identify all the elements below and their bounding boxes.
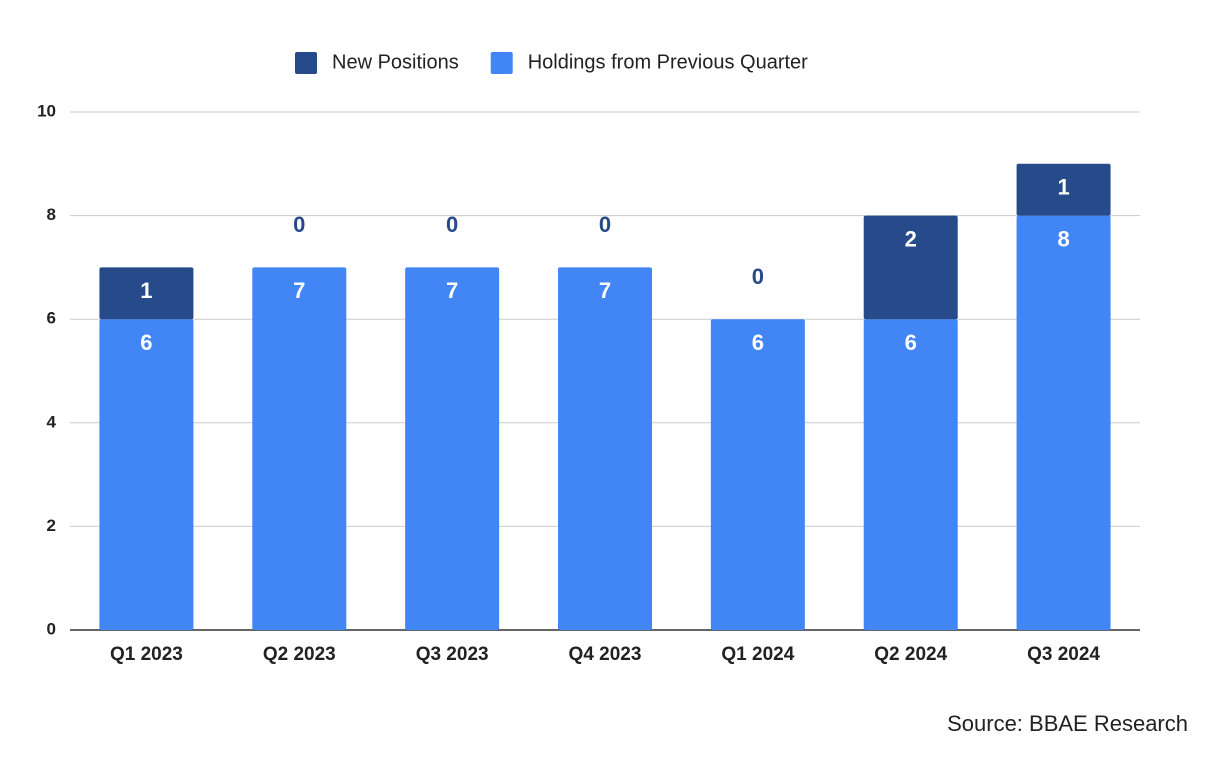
x-tick-label: Q2 2024 xyxy=(874,644,947,665)
data-label: 7 xyxy=(599,278,611,303)
legend-label: New Positions xyxy=(332,51,459,73)
legend-swatch xyxy=(490,52,513,74)
bar-segment xyxy=(99,267,194,320)
data-label: 1 xyxy=(140,278,152,303)
legend-swatch xyxy=(295,52,317,74)
x-tick-label: Q2 2023 xyxy=(263,644,336,665)
data-label: 1 xyxy=(1057,175,1069,200)
data-label: 6 xyxy=(752,330,764,355)
bar-segment xyxy=(1016,215,1111,630)
x-tick-label: Q4 2023 xyxy=(569,644,642,665)
legend-label: Holdings from Previous Quarter xyxy=(528,51,808,73)
x-tick-label: Q1 2023 xyxy=(110,644,183,665)
y-tick-label: 0 xyxy=(47,619,56,638)
data-label: 0 xyxy=(446,212,458,237)
data-label: 7 xyxy=(293,278,305,303)
bar-segment xyxy=(252,267,347,630)
source-note: Source: BBAE Research xyxy=(947,711,1188,736)
bar-segment xyxy=(1016,163,1111,216)
bar-segment xyxy=(405,267,500,630)
bar-segment xyxy=(710,319,805,630)
data-label: 0 xyxy=(752,264,764,289)
data-label: 7 xyxy=(446,278,458,303)
bar-segment xyxy=(99,319,194,630)
data-label: 6 xyxy=(905,330,917,355)
x-tick-label: Q1 2024 xyxy=(721,644,794,665)
data-label: 6 xyxy=(140,330,152,355)
x-tick-label: Q3 2023 xyxy=(416,644,489,665)
bar-segment xyxy=(558,267,652,630)
x-tick-label: Q3 2024 xyxy=(1027,644,1100,665)
y-tick-label: 2 xyxy=(47,516,56,535)
y-tick-label: 4 xyxy=(47,412,57,431)
y-tick-label: 6 xyxy=(47,309,56,328)
data-label: 0 xyxy=(293,212,305,237)
data-label: 0 xyxy=(599,212,611,237)
y-tick-label: 8 xyxy=(47,205,56,224)
bar-segment xyxy=(863,319,958,630)
y-tick-label: 10 xyxy=(37,101,56,120)
data-label: 8 xyxy=(1057,226,1069,251)
bar-segment xyxy=(863,215,958,320)
data-label: 2 xyxy=(905,226,917,251)
